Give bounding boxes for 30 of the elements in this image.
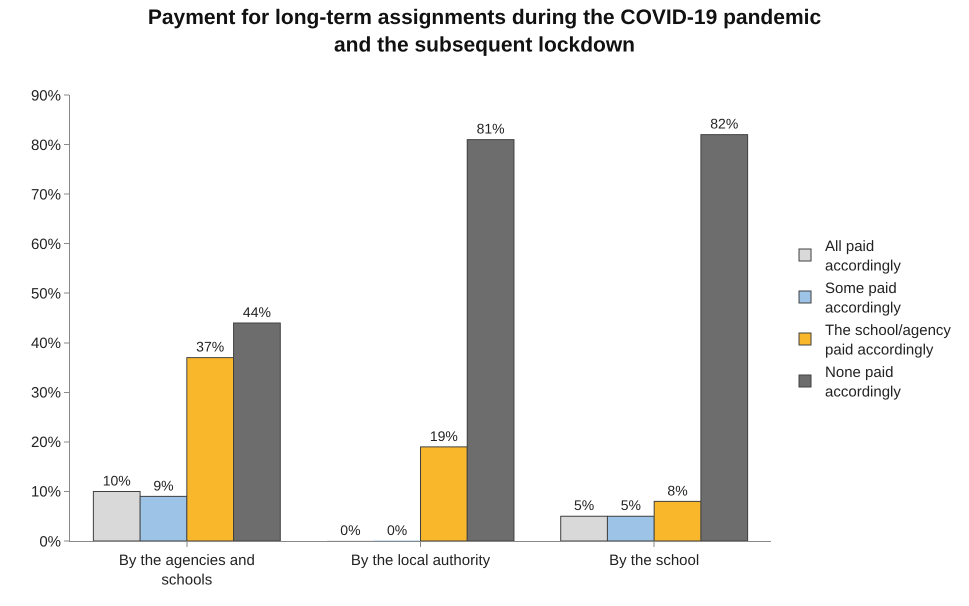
y-tick-label: 10%: [30, 484, 61, 501]
legend-label: All paid accordingly: [825, 238, 902, 275]
data-label: 9%: [153, 477, 174, 494]
y-tick-label: 80%: [30, 136, 61, 154]
data-label: 0%: [340, 522, 361, 538]
legend-label: None paid accordingly: [825, 364, 902, 401]
data-label: 10%: [102, 472, 131, 488]
data-label: 81%: [476, 120, 505, 137]
data-label: 5%: [574, 497, 594, 514]
data-label: 19%: [430, 428, 458, 444]
x-tick-label: By the local authority: [350, 552, 491, 569]
chart-title: Payment for long-term assignments during the COVID-19 pandemic and the subsequent lockdown: [148, 6, 822, 57]
y-tick-label: 70%: [30, 186, 61, 204]
y-tick-label: 60%: [30, 236, 61, 253]
data-label: 0%: [387, 522, 408, 538]
data-label: 37%: [196, 338, 224, 355]
data-label: 5%: [620, 497, 641, 514]
y-tick-label: 90%: [30, 87, 61, 104]
legend-label: Some paid accordingly: [825, 280, 902, 317]
x-tick-label: By the school: [609, 552, 700, 569]
data-label: 8%: [667, 482, 688, 498]
y-tick-label: 30%: [30, 384, 61, 402]
y-tick-label: 40%: [30, 335, 61, 352]
y-tick-label: 20%: [30, 434, 61, 452]
legend-label: The school/agency paid accordingly: [825, 322, 952, 359]
x-tick-label: By the agencies and schools: [118, 552, 255, 588]
y-tick-label: 50%: [30, 285, 61, 302]
data-label: 44%: [242, 304, 271, 320]
data-label: 82%: [710, 116, 738, 132]
y-tick-label: 0%: [39, 533, 61, 550]
